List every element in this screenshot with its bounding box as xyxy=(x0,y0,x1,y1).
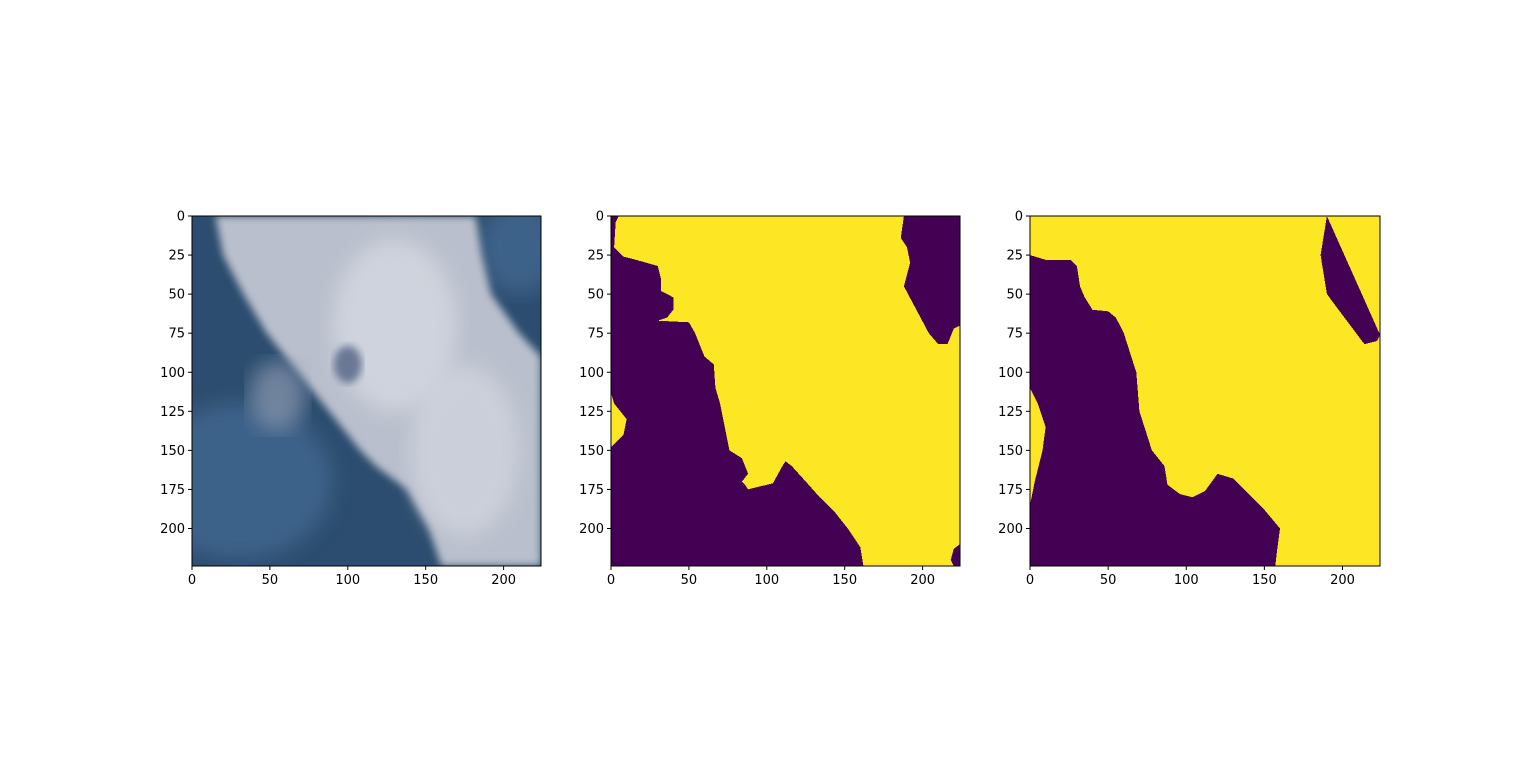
y-tick-label: 50 xyxy=(587,288,604,303)
x-tick-label: 0 xyxy=(188,573,196,588)
class-1-left-patch xyxy=(611,392,627,448)
y-tick-label: 175 xyxy=(579,483,604,498)
panel-3-image xyxy=(1030,216,1380,566)
dark-spot xyxy=(333,345,362,384)
x-tick-label: 150 xyxy=(413,573,438,588)
y-tick-label: 175 xyxy=(160,483,185,498)
y-tick-label: 0 xyxy=(1015,210,1023,225)
x-tick-label: 200 xyxy=(1330,573,1355,588)
x-tick-label: 150 xyxy=(832,573,857,588)
class-0-region-left xyxy=(611,216,864,566)
x-tick-label: 100 xyxy=(335,573,360,588)
panel-3-frame xyxy=(1029,215,1381,567)
x-tick-label: 0 xyxy=(1026,573,1034,588)
y-tick-label: 25 xyxy=(587,249,604,264)
y-tick-label: 75 xyxy=(1006,327,1023,342)
x-tick-label: 100 xyxy=(754,573,779,588)
y-tick-label: 100 xyxy=(998,366,1023,381)
y-tick-label: 125 xyxy=(160,405,185,420)
x-tick-label: 200 xyxy=(491,573,516,588)
y-tick-label: 200 xyxy=(998,522,1023,537)
y-tick-label: 175 xyxy=(998,483,1023,498)
y-tick-label: 150 xyxy=(160,444,185,459)
y-tick-label: 25 xyxy=(168,249,185,264)
x-tick-label: 0 xyxy=(607,573,615,588)
class-1-left-patch xyxy=(1030,387,1046,506)
class-0-region-left xyxy=(1030,216,1280,566)
wispy-cloud xyxy=(249,361,306,431)
y-tick-label: 75 xyxy=(587,327,604,342)
y-tick-label: 75 xyxy=(168,327,185,342)
class-0-region-right xyxy=(900,216,960,345)
y-tick-label: 125 xyxy=(998,405,1023,420)
y-tick-label: 100 xyxy=(160,366,185,381)
y-tick-label: 150 xyxy=(998,444,1023,459)
sky-shade xyxy=(480,216,541,295)
y-tick-label: 100 xyxy=(579,366,604,381)
y-tick-label: 50 xyxy=(168,288,185,303)
cloud-highlight xyxy=(332,239,457,412)
x-tick-label: 50 xyxy=(681,573,698,588)
x-tick-label: 200 xyxy=(910,573,935,588)
x-tick-label: 150 xyxy=(1252,573,1277,588)
y-tick-label: 200 xyxy=(579,522,604,537)
y-tick-label: 125 xyxy=(579,405,604,420)
y-tick-label: 0 xyxy=(596,210,604,225)
y-tick-label: 25 xyxy=(1006,249,1023,264)
y-tick-label: 200 xyxy=(160,522,185,537)
panel-2-frame xyxy=(610,215,961,567)
panel-1-frame xyxy=(191,215,542,567)
x-tick-label: 100 xyxy=(1174,573,1199,588)
x-tick-label: 50 xyxy=(262,573,279,588)
panel-1-image xyxy=(192,216,541,566)
y-tick-label: 50 xyxy=(1006,288,1023,303)
y-tick-label: 150 xyxy=(579,444,604,459)
panel-2-image xyxy=(611,216,960,566)
cloud-highlight xyxy=(410,364,520,537)
class-0-region-right xyxy=(1320,216,1380,345)
class-0-region-bottom-right xyxy=(950,544,960,566)
y-tick-label: 0 xyxy=(177,210,185,225)
x-tick-label: 50 xyxy=(1100,573,1117,588)
sky-shade xyxy=(192,403,333,560)
